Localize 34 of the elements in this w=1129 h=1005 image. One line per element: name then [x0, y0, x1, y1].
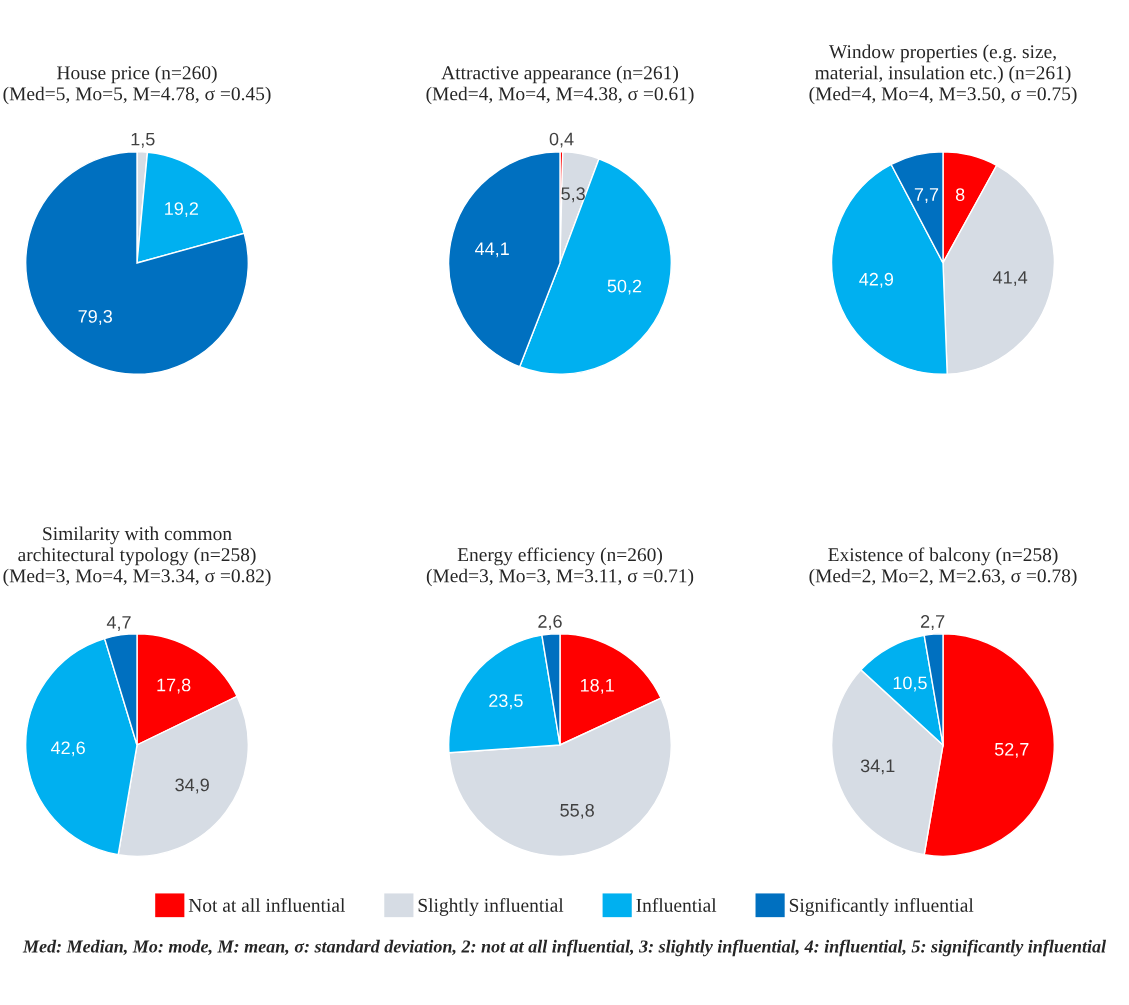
data-label: 0,4: [549, 132, 574, 148]
chart-title: Existence of balcony (n=258) (Med=2, Mo=2, M=2.63, σ =0.78): [809, 547, 1077, 587]
chart-title: Similarity with common architectural typology (n=258) (Med=3, Mo=4, M=3.34, σ =0.82): [3, 526, 271, 587]
data-label: 44,1: [475, 242, 509, 258]
data-label: 8: [955, 188, 965, 202]
data-label: 42,9: [859, 272, 894, 288]
data-label: 4,7: [106, 616, 131, 631]
data-label: 55,8: [560, 803, 594, 819]
data-label: 79,3: [78, 309, 112, 325]
data-label: 18,1: [580, 678, 614, 694]
chart-title: Energy efficiency (n=260) (Med=3, Mo=3, M=3.11, σ =0.71): [426, 547, 694, 587]
text: Med: Median, Mo: mode, M: mean, σ: standard deviation, 2: not at all influential, 3: slightly influential, 4: influential, 5: significantly influential: [22, 939, 1107, 957]
legend-label: Slightly influential: [418, 898, 564, 916]
data-label: 19,2: [165, 202, 198, 218]
data-label: 17,8: [157, 678, 191, 694]
data-label: 42,6: [50, 741, 85, 757]
chart-title: House price (n=260) (Med=5, Mo=5, M=4.78, σ =0.45): [3, 65, 271, 105]
data-label: 2,6: [538, 615, 562, 630]
data-label: 34,1: [860, 759, 895, 775]
chart-title: Attractive appearance (n=261) (Med=4, Mo=4, M=4.38, σ =0.61): [426, 65, 694, 105]
data-label: 41,4: [993, 271, 1028, 286]
data-label: 23,5: [489, 694, 523, 710]
legend-label: Influential: [636, 898, 717, 912]
data-label: 7,7: [914, 188, 939, 203]
data-label: 5,3: [561, 187, 585, 203]
data-label: 52,7: [994, 742, 1029, 758]
legend-label: Significantly influential: [789, 898, 974, 916]
data-label: 34,9: [175, 778, 209, 794]
legend-label: Not at all influential: [188, 898, 345, 912]
data-label: 1,5: [131, 132, 155, 148]
chart-title: Window properties (e.g. size, material, insulation etc.) (n=261) (Med=4, Mo=4, M=3.50, σ =0.75): [809, 44, 1077, 105]
data-label: 2,7: [920, 615, 945, 630]
data-label: 50,2: [607, 279, 642, 295]
data-label: 10,5: [893, 676, 927, 692]
